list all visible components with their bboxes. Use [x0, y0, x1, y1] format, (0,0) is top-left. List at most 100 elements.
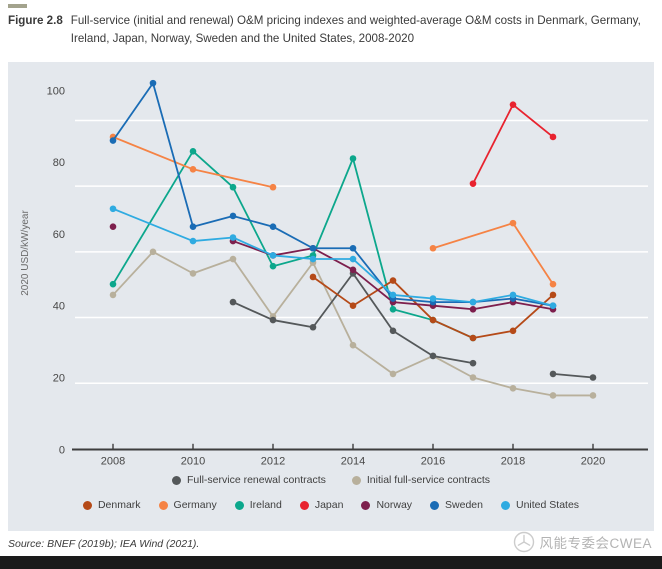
data-point-sweden-2009	[149, 79, 157, 87]
y-tick-label: 0	[59, 444, 65, 456]
series-line-germany	[112, 136, 274, 189]
legend-label: Sweden	[445, 499, 483, 511]
legend-item-united-states: United States	[501, 499, 579, 511]
data-point-initial-full-service-contracts-2011	[229, 255, 237, 263]
data-point-initial-full-service-contracts-2008	[109, 291, 117, 299]
legend-label: Initial full-service contracts	[366, 474, 490, 486]
y-tick-label: 80	[53, 157, 65, 169]
data-point-initial-full-service-contracts-2014	[349, 341, 357, 349]
legend-item-ireland: Ireland	[234, 499, 282, 511]
y-tick-label: 60	[53, 229, 65, 241]
legend-label: Full-service renewal contracts	[186, 474, 326, 486]
bottom-bar	[0, 556, 662, 569]
data-point-united-states-2012	[269, 252, 277, 259]
x-tick-label: 2020	[581, 456, 605, 468]
series-line-sweden	[112, 82, 554, 307]
data-point-united-states-2008	[109, 205, 117, 213]
figure-caption: Figure 2.8 Full-service (initial and ren…	[8, 12, 656, 48]
y-tick-label: 40	[53, 301, 65, 313]
legend-dot-norway	[361, 500, 371, 510]
data-point-japan-2019	[549, 133, 557, 141]
data-point-united-states-2011	[229, 234, 237, 241]
legend-dot-united-states	[501, 500, 510, 510]
data-point-united-states-2018	[509, 291, 517, 299]
data-point-ireland-2011	[229, 183, 237, 191]
x-tick-label: 2016	[421, 456, 445, 468]
data-point-initial-full-service-contracts-2010	[189, 270, 197, 277]
data-point-ireland-2010	[189, 148, 197, 155]
data-point-germany-2019	[549, 280, 557, 288]
legend-dot-initial-full-service-contracts	[351, 475, 361, 485]
legend-dot-ireland	[234, 500, 244, 510]
data-point-full-service-renewal-contracts-2017	[469, 359, 477, 367]
legend-row-contracts: Full-service renewal contracts Initial fu…	[8, 474, 654, 486]
data-point-sweden-2011	[229, 212, 237, 220]
legend-item-germany: Germany	[158, 499, 217, 511]
legend-item-japan: Japan	[299, 499, 343, 511]
y-tick-label: 20	[53, 373, 65, 385]
data-point-denmark-2016	[429, 316, 437, 324]
data-point-united-states-2014	[349, 255, 357, 263]
legend-dot-japan	[299, 500, 309, 510]
data-point-full-service-renewal-contracts-2019	[549, 370, 557, 378]
om-pricing-line-chart: 2008 2010 2012 2014 2016 2018 2020 0 20 40 60 80 100…	[20, 79, 648, 468]
y-tick-label: 100	[47, 85, 65, 97]
data-point-ireland-2014	[349, 155, 357, 162]
data-point-germany-2012	[269, 183, 277, 191]
cwea-logo-icon	[513, 531, 534, 553]
data-point-united-states-2013	[309, 255, 317, 263]
data-point-denmark-2019	[549, 291, 557, 299]
x-tick-label: 2010	[181, 456, 205, 468]
data-point-united-states-2015	[389, 291, 397, 299]
data-point-initial-full-service-contracts-2018	[509, 384, 517, 392]
data-point-united-states-2010	[189, 237, 197, 245]
data-point-sweden-2012	[269, 223, 277, 231]
legend-dot-sweden	[430, 500, 440, 510]
data-point-initial-full-service-contracts-2019	[549, 392, 557, 399]
legend-item-sweden: Sweden	[430, 499, 483, 511]
legend-label: Ireland	[249, 499, 282, 511]
data-point-full-service-renewal-contracts-2012	[269, 316, 277, 324]
legend-row-countries: Denmark Germany Ireland Japan Norway Sweden Un…	[8, 499, 654, 511]
legend-item-norway: Norway	[361, 499, 412, 511]
figure-title: Full-service (initial and renewal) O&M p…	[70, 14, 641, 45]
legend-label: Norway	[376, 499, 413, 511]
source-text: Source: BNEF (2019b); IEA Wind (2021).	[8, 538, 200, 550]
x-tick-label: 2008	[101, 456, 125, 468]
data-point-norway-2017	[469, 305, 477, 313]
data-point-japan-2018	[509, 101, 517, 108]
series-line-ireland	[112, 150, 474, 339]
series-line-germany	[432, 222, 554, 285]
data-point-sweden-2013	[309, 244, 317, 252]
data-point-norway-2008	[109, 223, 117, 231]
data-point-japan-2017	[469, 180, 477, 187]
series-line-japan	[472, 103, 554, 185]
data-point-united-states-2017	[469, 298, 477, 306]
data-point-denmark-2018	[509, 327, 517, 335]
data-point-ireland-2008	[109, 280, 117, 288]
data-point-germany-2018	[509, 219, 517, 227]
data-point-denmark-2017	[469, 334, 477, 342]
data-point-germany-2010	[189, 165, 197, 173]
data-point-ireland-2012	[269, 262, 277, 270]
data-point-denmark-2013	[309, 273, 317, 281]
figure-dash	[8, 4, 27, 8]
data-point-germany-2016	[429, 244, 437, 252]
legend-label: Germany	[173, 499, 217, 511]
data-point-united-states-2019	[549, 302, 557, 310]
figure-label: Figure 2.8	[8, 14, 63, 27]
data-point-denmark-2014	[349, 302, 357, 310]
data-point-initial-full-service-contracts-2017	[469, 374, 477, 381]
x-tick-label: 2014	[341, 456, 365, 468]
data-point-sweden-2008	[109, 137, 117, 144]
chart-panel: 2008 2010 2012 2014 2016 2018 2020 0 20 40 60 80 100…	[8, 62, 654, 531]
data-point-initial-full-service-contracts-2020	[589, 392, 597, 399]
legend-dot-germany	[158, 500, 168, 510]
watermark: 风能专委会CWEA	[513, 531, 653, 553]
y-axis-title: 2020 USD/kW/year	[20, 210, 31, 296]
data-point-full-service-renewal-contracts-2015	[389, 327, 397, 335]
data-point-full-service-renewal-contracts-2020	[589, 374, 597, 381]
legend-item-full-service-renewal-contracts: Full-service renewal contracts	[171, 474, 326, 486]
data-point-sweden-2014	[349, 244, 357, 252]
legend-label: Denmark	[97, 499, 141, 511]
